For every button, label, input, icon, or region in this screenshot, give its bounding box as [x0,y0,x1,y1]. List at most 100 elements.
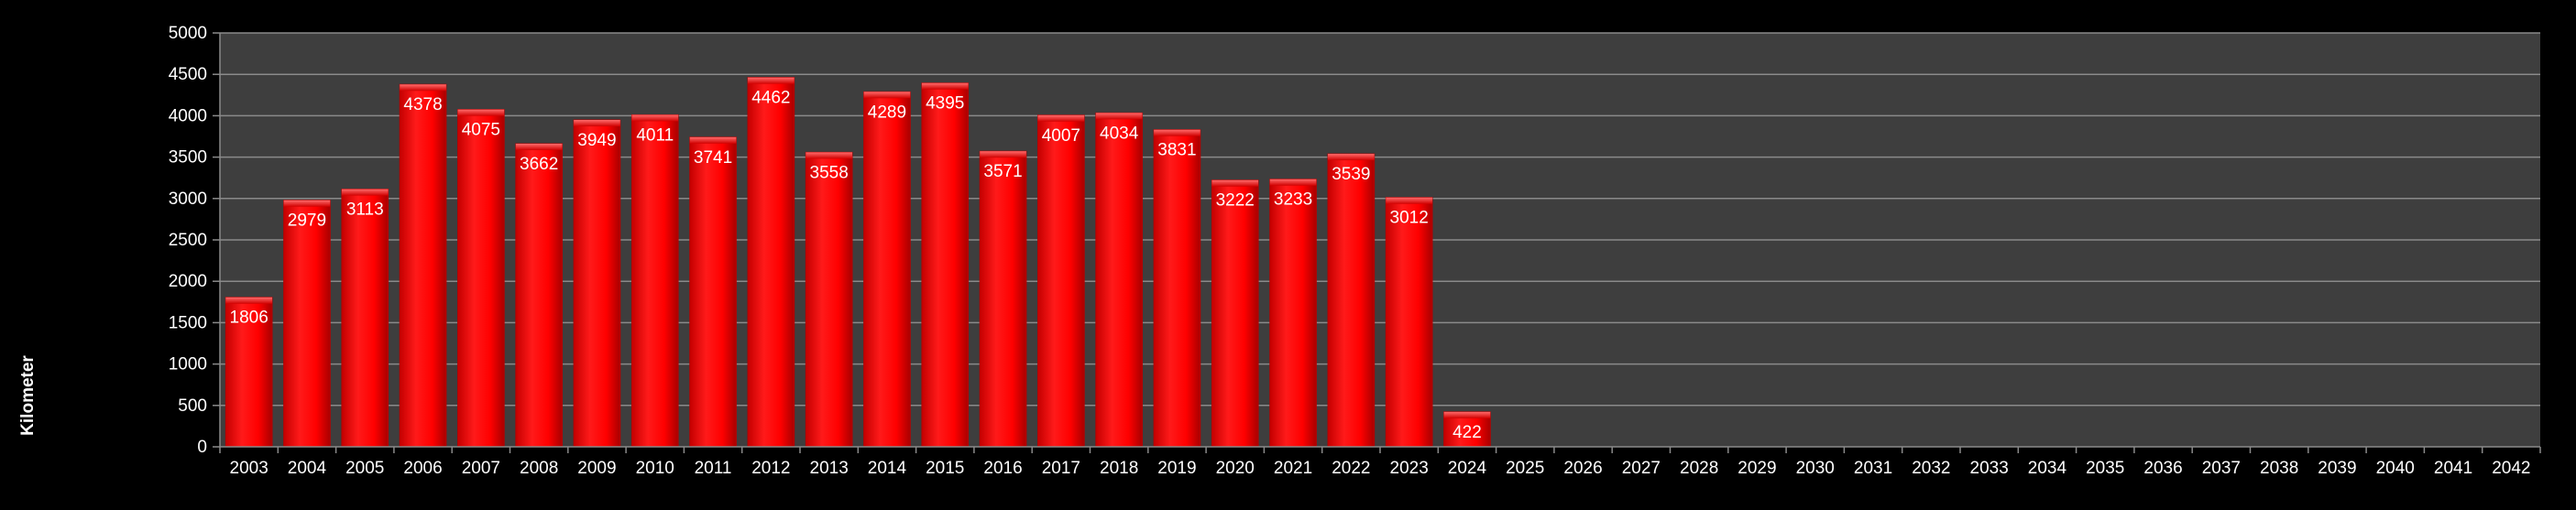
x-tick-label: 2012 [751,459,790,478]
x-tick-label: 2011 [695,459,732,478]
bar [573,119,621,448]
bar-cap [225,297,272,304]
bar [283,200,331,448]
y-tick-label: 4000 [169,106,207,125]
y-tick-label: 2500 [169,231,207,250]
bar [979,150,1027,448]
x-tick-label: 2031 [1854,459,1892,478]
x-tick-label: 2013 [810,459,849,478]
x-tick-label: 2025 [1506,459,1544,478]
bar-cap [283,200,331,207]
x-tick-label: 2024 [1448,459,1487,478]
x-tick-label: 2014 [868,459,907,478]
bar-cap [748,77,795,84]
bar-data-label: 3949 [577,131,616,150]
bar-data-label: 4462 [751,89,790,108]
x-tick-label: 2037 [2202,459,2241,478]
x-tick-label: 2032 [1912,459,1950,478]
bar-data-label: 3831 [1157,141,1196,160]
x-tick-label: 2004 [288,459,327,478]
bar [630,114,679,448]
bar [747,77,795,448]
bar-data-label: 4011 [636,125,674,145]
bar-cap [689,136,737,144]
bar [515,143,563,448]
x-tick-label: 2030 [1796,459,1835,478]
bar-data-label: 3222 [1216,191,1255,211]
bar [1211,179,1259,448]
bar-data-label: 4075 [462,121,500,140]
y-tick-label: 0 [197,438,207,457]
bar [399,83,447,448]
x-tick-label: 2029 [1737,459,1776,478]
bar [805,151,853,448]
bar-cap [921,82,969,90]
x-tick-label: 2039 [2318,459,2356,478]
bar-data-label: 4007 [1042,126,1080,146]
bar [341,189,389,448]
y-tick-label: 3000 [169,190,207,209]
x-tick-label: 2017 [1042,459,1080,478]
bar [1153,129,1201,448]
x-tick-label: 2041 [2434,459,2472,478]
bar [1327,153,1376,448]
bar-data-label: 3012 [1390,209,1429,228]
x-tick-label: 2036 [2143,459,2182,478]
x-tick-label: 2018 [1100,459,1138,478]
x-tick-label: 2034 [2028,459,2067,478]
bar-data-label: 3662 [520,155,558,174]
x-tick-label: 2033 [1970,459,2009,478]
bar-cap [400,84,446,92]
y-tick-label: 500 [178,396,207,416]
x-tick-label: 2020 [1216,459,1255,478]
bar [1385,197,1433,448]
x-tick-label: 2035 [2086,459,2124,478]
x-axis: 2003 2004 2005 2006 2007 2008 2009 2010 2011 2012… [219,446,2541,478]
bar-cap [1386,197,1432,204]
bar-data-label: 1806 [230,309,269,328]
bars: 1806 2979 3113 4378 4075 3662 3949 4011 3741 4462… [225,77,1491,448]
x-tick-label: 2015 [926,459,964,478]
bar [1269,179,1317,448]
bar-data-label: 4378 [403,95,442,114]
bar-data-label: 4289 [868,103,906,122]
y-tick-label: 3500 [169,148,207,168]
bar-cap [631,114,679,122]
x-tick-label: 2008 [520,459,558,478]
bar-cap [1328,154,1375,161]
x-tick-label: 2026 [1563,459,1602,478]
bar-data-label: 422 [1452,423,1482,442]
bar-cap [1037,114,1085,122]
y-tick-label: 2000 [169,272,207,291]
bar-cap [806,152,852,159]
bar-cap [1095,113,1143,120]
bar-cap [1154,129,1200,136]
bar-data-label: 3233 [1274,190,1312,210]
bar [457,109,505,448]
bar [689,136,737,448]
bar-cap [1269,179,1317,186]
x-tick-label: 2007 [462,459,500,478]
bar [1037,114,1085,448]
x-tick-label: 2022 [1332,459,1370,478]
y-tick-label: 1000 [169,355,207,374]
x-tick-label: 2009 [577,459,616,478]
y-tick-label: 1500 [169,313,207,332]
y-tick-label: 5000 [169,24,207,43]
bar-cap [1443,411,1491,418]
x-tick-label: 2016 [983,459,1022,478]
bar-data-label: 2979 [288,212,326,231]
x-tick-label: 2028 [1680,459,1718,478]
bar-data-label: 4034 [1100,124,1139,143]
x-tick-label: 2038 [2260,459,2298,478]
bar-cap [863,92,911,99]
x-tick-label: 2006 [403,459,442,478]
bar [863,91,911,448]
bar [1095,112,1143,448]
x-tick-label: 2003 [230,459,269,478]
bar-data-label: 3741 [694,148,732,168]
x-tick-label: 2019 [1157,459,1196,478]
x-tick-label: 2021 [1274,459,1312,478]
x-tick-label: 2023 [1390,459,1429,478]
